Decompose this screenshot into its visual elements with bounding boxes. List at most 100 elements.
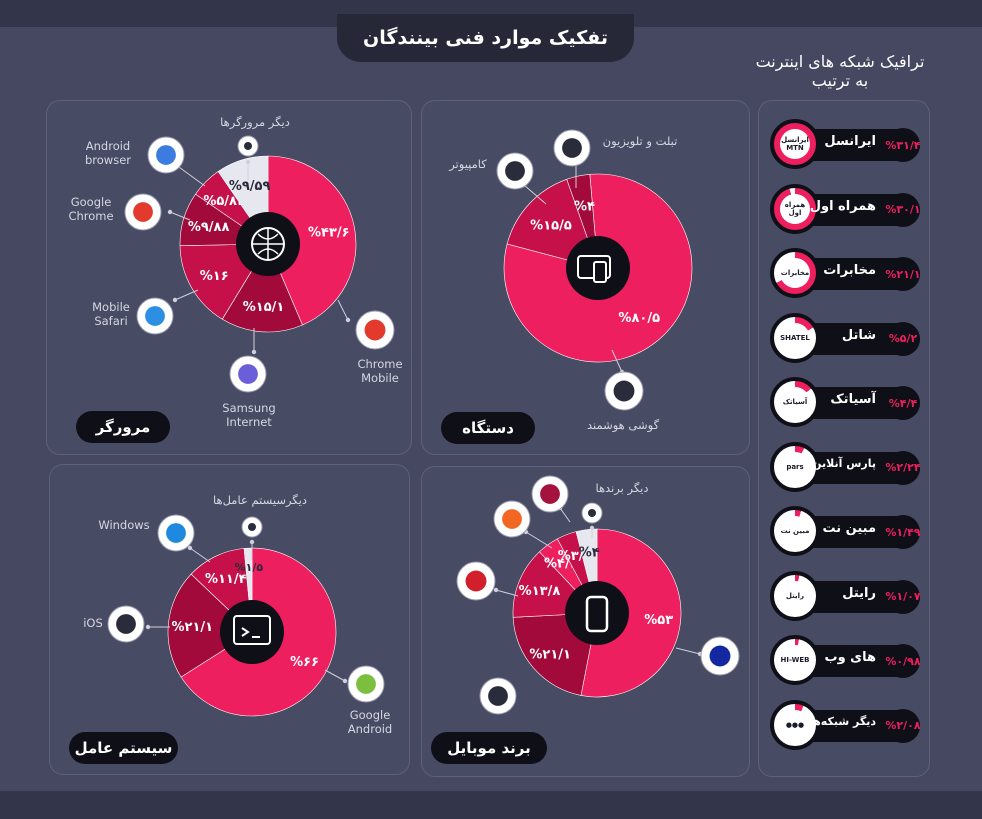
isp-logo: pars [770,441,820,492]
apple-os-icon-glyph [116,614,136,634]
brand-slice-label-0: %۵۳ [644,613,673,628]
device-slice-label-0: %۸۰/۵ [618,311,660,326]
other-brands-icon-glyph [588,509,596,517]
browser-slice-label-5: %۹/۵۹ [229,179,271,194]
isp-name: شاتل [841,327,876,343]
isp-name: مبین نت [822,521,876,536]
android-line [324,669,346,682]
ios-callout: iOS [83,616,103,630]
mobile-safari-line [174,289,199,301]
isp-row: ●●● دیگر شبکه‌ها %۲/۰۸ [762,696,924,754]
isp-logo-mark: همراه اول [780,193,810,224]
computer-callout: کامپیوتر [449,157,487,171]
huawei-line [495,589,519,597]
isp-row: SHATEL شاتل %۵/۲ [762,309,924,367]
isp-share-value: %۰/۹۸ [885,644,921,678]
os-center-hole [220,600,284,664]
page-title: تفکیک موارد فنی بینندگان [337,14,634,62]
tv-icon-glyph [562,138,582,158]
isp-name: رایتل [842,585,876,601]
google-chrome-line-dot [167,209,173,215]
device-slice-label-2: %۴ [574,199,595,214]
brand-slice-label-2: %۱۳/۸ [519,584,561,599]
safari-icon-glyph [145,306,165,326]
isp-logo: همراه اول [770,183,820,234]
os-slice-label-1: %۲۱/۱ [171,620,213,635]
chrome-mobile-line-dot [345,317,351,323]
other-browsers-icon-glyph [244,142,252,150]
isp-logo: مخابرات [770,248,820,298]
isp-name: آسیاتک [830,392,876,407]
chrome-icon-glyph [133,202,153,222]
os-slice-label-0: %۶۶ [290,655,319,670]
isp-logo: مبین نت [770,506,820,556]
google-android-callout: Google Android [347,708,393,736]
huawei-line-dot [493,587,499,593]
isp-row: آسیاتک آسیاتک %۴/۴ [762,373,924,431]
isp-logo: آسیاتک [770,377,820,427]
terminal-icon-prompt [241,627,260,638]
os-slice-label-2: %۱۱/۴ [205,572,247,587]
isp-logo-mark: pars [780,451,810,482]
isp-name: همراه اول [809,198,876,214]
isp-row: pars پارس آنلاین %۲/۲۴ [762,438,924,496]
os-slice-1 [167,573,253,678]
brand-label: برند موبایل [431,732,547,764]
isp-share-value: %۱/۰۷ [885,579,921,614]
isp-row: همراه اول همراه اول %۳۰/۱ [762,180,924,238]
brand-other-callout: دیگر برندها [595,481,649,495]
isp-share-value: %۲۱/۱ [885,257,921,291]
os-label: سیستم عامل [69,732,178,764]
bottom-bar [0,791,982,819]
android-os-icon-glyph [356,674,376,694]
os-other-callout: دیگرسیستم عامل‌ها [213,493,307,507]
mobile-safari-line-dot [172,297,178,303]
isp-name: های وب [824,650,876,665]
samsung-internet-callout: Samsung Internet [222,401,276,429]
isp-logo-mark: ایرانسل MTN [780,129,810,159]
mobile-safari-callout: Mobile Safari [92,300,130,328]
huawei-icon-glyph [465,570,487,592]
isp-share-value: %۵/۲ [886,321,920,356]
brand-slice-0 [580,528,682,698]
xiaomi-line [525,531,553,549]
isp-share-value: %۳۰/۱ [885,192,921,227]
samsung-line [675,647,701,655]
computer-icon-glyph [505,161,525,181]
google-chrome-line [169,211,191,221]
browser-other-callout: دیگر مرورگرها [220,115,290,129]
os-other-line-dot [249,539,255,545]
smartphone-icon [585,595,609,633]
isp-title-line2: به ترتیب [811,71,869,90]
isp-share-value: %۲/۲۴ [885,450,921,485]
isp-logo-mark: مبین نت [780,516,810,546]
device-slice-label-1: %۱۵/۵ [530,219,572,234]
apple-brand-icon-glyph [488,686,508,706]
device-label: دستگاه [441,412,535,444]
windows-icon-glyph [166,523,186,543]
tablet-tv-callout: تبلت و تلویزیون [602,134,678,148]
android-browser-icon-glyph [156,145,176,165]
isp-share-value: %۱/۴۹ [885,515,921,549]
isp-share-value: %۴/۴ [886,386,920,420]
smartphone-callout: گوشی هوشمند [586,418,660,432]
isp-row: رایتل رایتل %۱/۰۷ [762,567,924,625]
isp-row: مبین نت مبین نت %۱/۴۹ [762,502,924,560]
isp-ranking-title: ترافیک شبکه های اینترنت به ترتیب [748,52,932,90]
brand-center-hole [565,581,629,645]
android-line-dot [342,678,348,684]
smartphone-line [611,349,623,373]
isp-title-line1: ترافیک شبکه های اینترنت [755,52,925,71]
browser-other-line-dot [245,159,251,165]
browser-slice-label-4: %۵/۸۳ [203,194,245,209]
other-os-icon-glyph [248,523,256,531]
lg-line [559,507,571,523]
isp-row: مخابرات مخابرات %۲۱/۱ [762,244,924,302]
isp-logo: SHATEL [770,312,820,363]
isp-logo-mark: رایتل [780,580,810,611]
browser-slice-1 [221,243,303,333]
browser-slice-label-1: %۱۵/۱ [243,300,285,315]
chrome-mobile-callout: Chrome Mobile [357,357,403,385]
browser-slice-label-3: %۹/۸۸ [188,220,230,235]
